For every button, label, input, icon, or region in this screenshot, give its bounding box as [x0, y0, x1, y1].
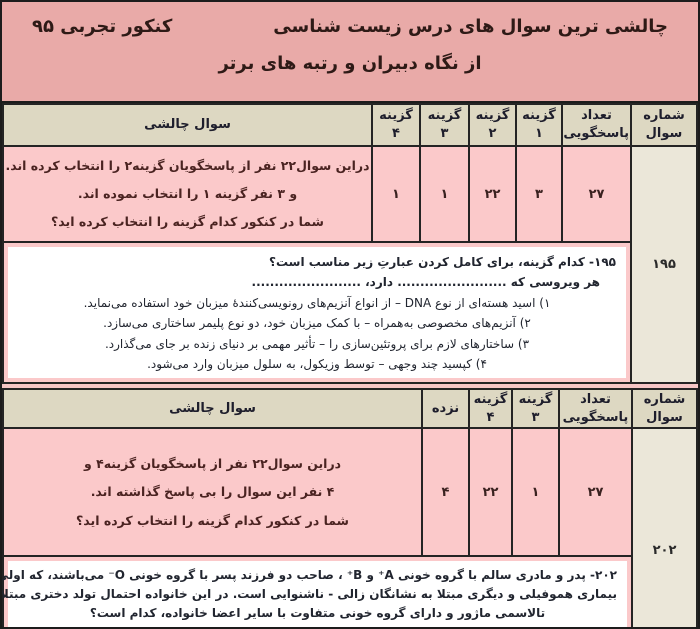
table1-stats-row: ۱۹۵ ۲۷ ۳ ۲۲ ۱ ۱ دراین سوال۲۲ نفر از پاسخ…	[2, 144, 698, 385]
table2-header-row: شماره سوال تعداد پاسخگویی گزینه ۳ گزینه …	[2, 388, 698, 430]
challenge-note-line: شما در کنکور کدام گزینه را انتخاب کرده ا…	[51, 214, 324, 230]
question-202-line: بیماری هموفیلی و دیگری مبتلا به نشانگان …	[0, 587, 617, 602]
header-unanswered: نزده	[421, 388, 470, 430]
header-challenge-question: سوال چالشی	[2, 388, 423, 430]
stat-responses-202: ۲۷	[558, 427, 633, 558]
challenge-note-195: دراین سوال۲۲ نفر از پاسخگویان گزینه۲ را …	[2, 145, 373, 243]
question-195-stem: هر ویروسی که ........................ دا…	[251, 275, 600, 290]
question-195-option-3: ۳) ساختارهای لازم برای پروتئین‌سازی را –…	[104, 336, 530, 351]
stat-unanswered-202: ۴	[421, 427, 470, 558]
question-202-table: شماره سوال تعداد پاسخگویی گزینه ۳ گزینه …	[0, 388, 698, 627]
table1-question-row: ۱۹۵- کدام گزینه، برای کامل کردن عبارتِ ز…	[2, 240, 697, 385]
question-195-table: شماره سوال تعداد پاسخگویی گزینه ۱ گزینه …	[2, 103, 698, 385]
exam-year-label: کنکور تجربی ۹۵	[32, 16, 173, 37]
challenge-note-line: ۴ نفر این سوال را بی پاسخ گذاشته اند.	[90, 484, 335, 500]
table2-stats-row: ۲۰۲ ۲۷ ۱ ۲۲ ۴ دراین سوال۲۲ نفر از پاسخگو…	[2, 427, 698, 627]
question-195-heading: ۱۹۵- کدام گزینه، برای کامل کردن عبارتِ ز…	[269, 255, 616, 269]
stat-option4-195: ۱	[371, 145, 421, 243]
banner: چالشی ترین سوال های درس زیست شناسی کنکور…	[2, 2, 698, 103]
header-option-2: گزینه ۲	[468, 103, 517, 147]
stat-option4-202: ۲۲	[468, 427, 513, 558]
header-option-3: گزینه ۳	[511, 388, 560, 430]
header-response-count: تعداد پاسخگویی	[558, 388, 633, 430]
question-195-text: ۱۹۵- کدام گزینه، برای کامل کردن عبارتِ ز…	[8, 247, 626, 379]
page-title: چالشی ترین سوال های درس زیست شناسی	[273, 16, 668, 37]
header-challenge-question: سوال چالشی	[2, 103, 373, 147]
question-195-option-2: ۲) آنزیم‌های مخصوصی به‌همراه – با کمک می…	[103, 316, 531, 331]
stat-option3-195: ۱	[419, 145, 470, 243]
header-option-4: گزینه ۴	[371, 103, 421, 147]
header-option-4: گزینه ۴	[468, 388, 513, 430]
question-202-line: ۲۰۲- پدر و مادری سالم با گروه خونی A⁺ و …	[2, 568, 617, 583]
table1-header-row: شماره سوال تعداد پاسخگویی گزینه ۱ گزینه …	[2, 103, 698, 147]
table2-question-row: ۲۰۲- پدر و مادری سالم با گروه خونی A⁺ و …	[0, 555, 697, 627]
header-option-1: گزینه ۱	[515, 103, 563, 147]
question-195-option-1: ۱) اسید هسته‌ای از نوع DNA – از انواع آن…	[83, 295, 551, 310]
question-number-195: ۱۹۵	[630, 144, 698, 385]
challenge-note-line: دراین سوال۲۲ نفر از پاسخگویان گزینه۴ و	[83, 456, 342, 472]
question-195-cell: ۱۹۵- کدام گزینه، برای کامل کردن عبارتِ ز…	[2, 240, 632, 385]
challenge-note-202: دراین سوال۲۲ نفر از پاسخگویان گزینه۴ و ۴…	[2, 427, 423, 558]
challenge-note-line: دراین سوال۲۲ نفر از پاسخگویان گزینه۲ را …	[5, 157, 370, 173]
header-option-3: گزینه ۳	[419, 103, 470, 147]
stat-option2-195: ۲۲	[468, 145, 517, 243]
header-question-number: شماره سوال	[631, 388, 698, 430]
header-response-count: تعداد پاسخگویی	[561, 103, 632, 147]
page-subtitle: از نگاه دبیران و رتبه های برتر	[218, 53, 482, 74]
banner-title-row: چالشی ترین سوال های درس زیست شناسی کنکور…	[32, 16, 668, 37]
stat-option1-195: ۳	[515, 145, 563, 243]
challenge-note-line: شما در کنکور کدام گزینه را انتخاب کرده ا…	[76, 512, 349, 528]
challenge-note-line: و ۳ نفر گزینه ۱ را انتخاب نموده اند.	[77, 185, 298, 201]
question-number-202: ۲۰۲	[631, 427, 698, 627]
question-202-text: ۲۰۲- پدر و مادری سالم با گروه خونی A⁺ و …	[0, 561, 627, 627]
stat-responses-195: ۲۷	[561, 145, 632, 243]
question-202-cell: ۲۰۲- پدر و مادری سالم با گروه خونی A⁺ و …	[0, 555, 633, 627]
header-question-number: شماره سوال	[630, 103, 698, 147]
question-202-line: تالاسمی ماژور و دارای گروه خونی متفاوت ب…	[89, 605, 546, 620]
question-195-option-4: ۴) کپسید چند وجهی – توسط وزیکول، به سلول…	[147, 356, 487, 371]
stat-option3-202: ۱	[511, 427, 560, 558]
